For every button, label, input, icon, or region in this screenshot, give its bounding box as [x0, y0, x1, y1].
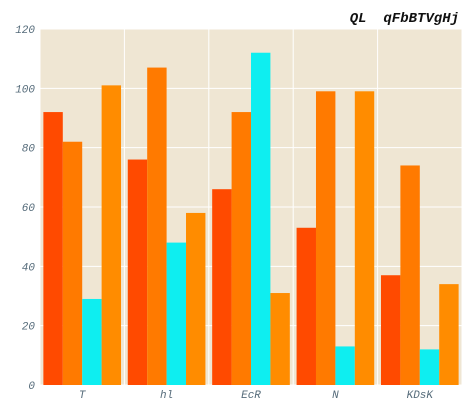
bar: [419, 349, 440, 385]
bar: [251, 52, 271, 385]
chart-title: QL qFbBTVgHj: [350, 11, 459, 27]
bar: [296, 227, 316, 385]
bar: [231, 112, 251, 386]
bar: [439, 284, 459, 385]
bar: [82, 298, 102, 385]
bar: [270, 293, 290, 385]
y-tick-label: 40: [22, 262, 36, 274]
bar: [166, 242, 187, 385]
y-tick-label: 80: [22, 144, 36, 156]
x-tick-label: EcR: [241, 390, 261, 402]
bar: [101, 85, 122, 385]
bar: [315, 91, 336, 386]
x-tick-label: hl: [160, 390, 173, 402]
x-tick-label: T: [79, 390, 87, 402]
bar: [186, 212, 206, 385]
y-tick-label: 0: [28, 381, 35, 393]
y-tick-label: 20: [22, 322, 36, 334]
bar: [212, 189, 232, 385]
bar: [127, 159, 148, 385]
x-tick-label: KDsK: [407, 390, 435, 402]
bar: [335, 346, 355, 385]
x-tick-label: N: [332, 390, 339, 402]
y-tick-label: 120: [15, 25, 35, 37]
bar: [147, 67, 167, 386]
bar: [354, 91, 375, 386]
bar: [62, 141, 83, 385]
y-tick-label: 100: [15, 84, 35, 96]
bar: [43, 112, 63, 386]
bar: [380, 275, 401, 385]
y-axis-ticks: 0 20 40 60 80 100 120: [15, 25, 35, 393]
bar: [400, 165, 420, 385]
bars: [43, 52, 459, 386]
y-tick-label: 60: [22, 203, 36, 215]
